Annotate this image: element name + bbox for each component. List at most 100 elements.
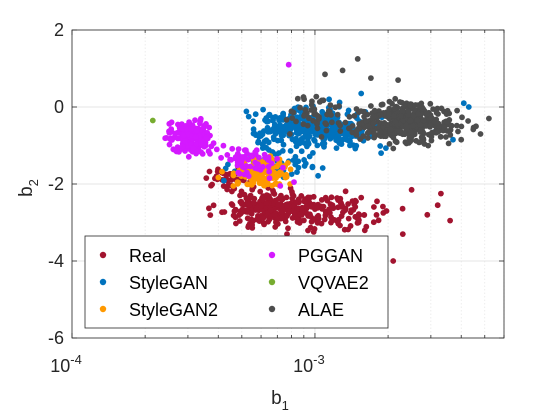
data-point xyxy=(259,131,266,138)
data-point xyxy=(322,71,328,78)
data-point xyxy=(173,147,180,154)
data-point xyxy=(361,113,367,120)
data-point xyxy=(383,145,389,152)
data-point xyxy=(455,128,461,135)
data-point xyxy=(338,203,345,210)
data-point xyxy=(314,214,321,220)
data-point xyxy=(297,104,303,111)
data-point xyxy=(283,194,290,201)
data-point xyxy=(294,169,300,176)
data-point xyxy=(365,135,371,141)
data-point xyxy=(337,122,343,129)
data-point xyxy=(149,117,156,124)
data-point xyxy=(335,133,342,139)
data-point xyxy=(393,139,400,146)
data-point xyxy=(417,121,423,128)
data-point xyxy=(301,113,307,119)
data-point xyxy=(321,216,328,223)
data-point xyxy=(326,206,332,213)
data-point xyxy=(339,136,346,143)
data-point xyxy=(412,102,419,108)
data-point xyxy=(250,130,257,137)
y-tick-label: -4 xyxy=(48,251,64,271)
data-point xyxy=(443,111,450,117)
data-point xyxy=(304,128,311,135)
y-tick-label: -2 xyxy=(48,174,64,194)
data-points xyxy=(149,56,492,264)
data-point xyxy=(278,209,284,216)
data-point xyxy=(269,126,276,133)
data-point xyxy=(235,179,242,186)
data-point xyxy=(284,202,290,209)
data-point xyxy=(255,139,261,146)
data-point xyxy=(300,127,307,134)
series-pggan xyxy=(162,61,297,189)
data-point xyxy=(342,188,349,195)
data-point xyxy=(229,145,236,152)
data-point xyxy=(271,121,278,128)
data-point xyxy=(277,195,284,202)
data-point xyxy=(355,211,362,218)
data-point xyxy=(370,113,376,120)
data-point xyxy=(182,148,188,154)
data-point xyxy=(245,113,252,120)
data-point xyxy=(387,126,394,133)
data-point xyxy=(273,219,279,226)
data-point xyxy=(264,124,271,131)
data-point xyxy=(307,213,314,220)
data-point xyxy=(458,136,465,143)
data-point xyxy=(270,189,277,196)
data-point xyxy=(179,125,186,132)
data-point xyxy=(327,102,334,108)
data-point xyxy=(224,152,231,158)
data-point xyxy=(380,203,386,210)
data-point xyxy=(371,131,378,138)
data-point xyxy=(363,118,369,124)
data-point xyxy=(237,192,243,199)
data-point xyxy=(302,196,308,203)
data-point xyxy=(193,127,200,134)
data-point xyxy=(448,122,455,129)
data-point xyxy=(192,117,198,124)
data-point xyxy=(399,99,405,106)
data-point xyxy=(245,173,252,180)
data-point xyxy=(288,171,295,178)
data-point xyxy=(257,166,264,173)
y-tick-label: 0 xyxy=(54,97,64,117)
data-point xyxy=(458,123,465,130)
data-point xyxy=(311,138,318,144)
data-point xyxy=(204,130,211,136)
data-point xyxy=(378,150,384,157)
data-point xyxy=(180,132,187,139)
data-point xyxy=(192,133,199,140)
data-point xyxy=(233,153,240,160)
data-point xyxy=(293,143,300,150)
data-point xyxy=(225,182,232,189)
data-point xyxy=(413,137,420,144)
data-point xyxy=(293,118,299,125)
data-point xyxy=(327,201,334,208)
legend-box xyxy=(84,235,389,329)
data-point xyxy=(207,212,214,219)
data-point xyxy=(302,106,309,113)
data-point xyxy=(244,207,251,214)
data-point xyxy=(266,175,273,182)
data-point xyxy=(390,258,397,264)
data-point xyxy=(215,174,222,181)
data-point xyxy=(328,194,335,201)
data-point xyxy=(174,135,181,142)
data-point xyxy=(353,142,360,149)
data-point xyxy=(337,128,344,135)
data-point xyxy=(308,107,314,113)
data-point xyxy=(297,211,304,218)
data-point xyxy=(186,119,193,125)
data-point xyxy=(363,223,370,230)
data-point xyxy=(290,109,297,116)
data-point xyxy=(460,100,467,107)
data-point xyxy=(280,141,287,148)
data-point xyxy=(210,140,217,147)
data-point xyxy=(365,123,371,130)
data-point xyxy=(182,138,188,145)
data-point xyxy=(197,120,203,127)
data-point xyxy=(280,164,286,171)
